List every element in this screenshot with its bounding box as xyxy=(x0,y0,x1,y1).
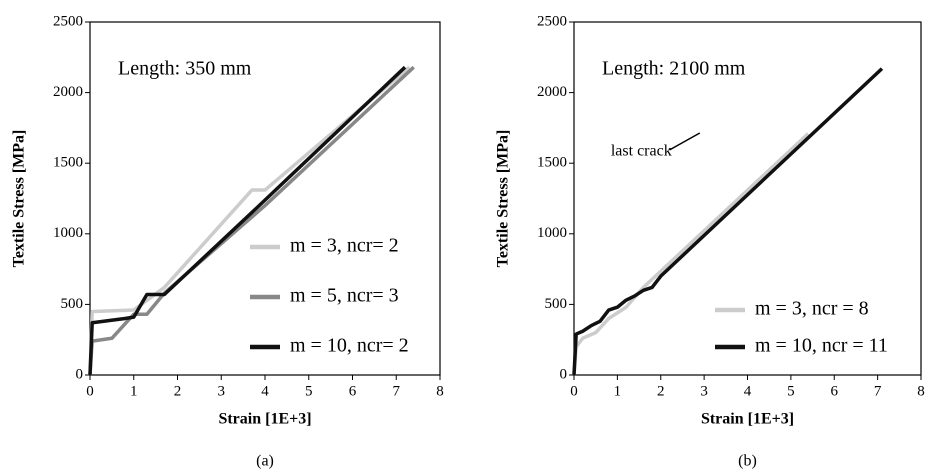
y-axis-label: Textile Stress [MPa] xyxy=(11,130,28,268)
y-tick-label: 0 xyxy=(560,366,568,382)
y-tick-label: 2500 xyxy=(537,13,567,29)
x-tick-label: 4 xyxy=(744,383,752,399)
legend-label: m = 3, ncr= 2 xyxy=(290,235,399,257)
annotation-note: last crack xyxy=(611,143,672,160)
caption: (a) xyxy=(256,453,274,470)
x-tick-label: 5 xyxy=(305,383,313,399)
x-tick-label: 7 xyxy=(874,383,882,399)
x-tick-label: 2 xyxy=(174,383,182,399)
y-tick-label: 1000 xyxy=(537,225,567,241)
x-tick-label: 4 xyxy=(261,383,269,399)
legend-label: m = 10, ncr = 11 xyxy=(755,335,888,357)
x-tick-label: 0 xyxy=(86,383,94,399)
x-tick-label: 3 xyxy=(700,383,708,399)
annotation: Length: 350 mm xyxy=(118,58,252,80)
series-line xyxy=(88,65,411,376)
y-tick-label: 2000 xyxy=(537,84,567,100)
legend-label: m = 10, ncr= 2 xyxy=(290,335,409,357)
annotation-pointer xyxy=(669,132,701,151)
x-axis-label: Strain [1E+3] xyxy=(701,411,794,428)
x-tick-label: 6 xyxy=(349,383,357,399)
y-axis-label: Textile Stress [MPa] xyxy=(495,130,512,268)
y-tick-label: 1500 xyxy=(53,155,83,171)
x-tick-label: 0 xyxy=(570,383,578,399)
x-tick-label: 6 xyxy=(831,383,839,399)
y-tick-label: 1000 xyxy=(53,225,83,241)
y-tick-label: 500 xyxy=(545,296,568,312)
x-tick-label: 2 xyxy=(657,383,665,399)
y-tick-label: 500 xyxy=(61,296,84,312)
y-tick-label: 2500 xyxy=(53,13,83,29)
caption: (b) xyxy=(738,453,757,470)
x-tick-label: 1 xyxy=(614,383,622,399)
x-axis-label: Strain [1E+3] xyxy=(218,411,311,428)
x-tick-label: 8 xyxy=(436,383,444,399)
y-tick-label: 0 xyxy=(76,366,84,382)
y-tick-label: 2000 xyxy=(53,84,83,100)
annotation: Length: 2100 mm xyxy=(602,58,746,80)
x-tick-label: 7 xyxy=(393,383,401,399)
x-tick-label: 5 xyxy=(787,383,795,399)
series-line xyxy=(88,65,415,376)
legend-label: m = 3, ncr = 8 xyxy=(755,298,869,320)
x-tick-label: 3 xyxy=(218,383,226,399)
x-tick-label: 8 xyxy=(917,383,925,399)
y-tick-label: 1500 xyxy=(537,155,567,171)
legend-label: m = 5, ncr= 3 xyxy=(290,285,399,307)
series-line xyxy=(88,65,407,376)
x-tick-label: 1 xyxy=(130,383,138,399)
series-line xyxy=(572,67,884,376)
